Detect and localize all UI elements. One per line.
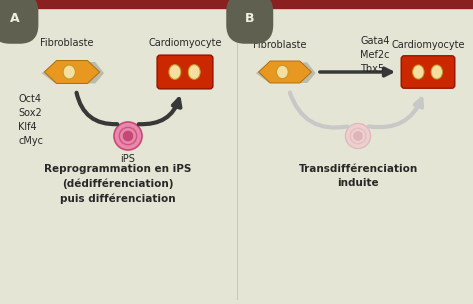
- Text: iPS: iPS: [121, 154, 135, 164]
- Ellipse shape: [412, 65, 424, 79]
- Text: Fibroblaste: Fibroblaste: [40, 38, 94, 48]
- FancyBboxPatch shape: [157, 55, 213, 89]
- Ellipse shape: [277, 65, 288, 79]
- Text: A: A: [10, 12, 19, 25]
- Text: B: B: [245, 12, 254, 25]
- Circle shape: [345, 123, 371, 149]
- Text: Oct4
Sox2
Klf4
cMyc: Oct4 Sox2 Klf4 cMyc: [18, 94, 43, 146]
- Text: Reprogrammation en iPS
(dédifférenciation)
puis différenciation: Reprogrammation en iPS (dédifférenciatio…: [44, 164, 192, 203]
- Ellipse shape: [188, 65, 200, 79]
- Text: Cardiomyocyte: Cardiomyocyte: [391, 40, 465, 50]
- Circle shape: [123, 131, 133, 141]
- Text: Transdifférenciation
induite: Transdifférenciation induite: [298, 164, 418, 188]
- Bar: [0, 0, 473, 8]
- Ellipse shape: [431, 65, 443, 79]
- Polygon shape: [256, 62, 315, 83]
- Text: Fibroblaste: Fibroblaste: [253, 40, 307, 50]
- Polygon shape: [44, 60, 100, 84]
- Ellipse shape: [63, 65, 75, 79]
- Text: Cardiomyocyte: Cardiomyocyte: [148, 38, 222, 48]
- Text: Gata4
Mef2c
Tbx5: Gata4 Mef2c Tbx5: [360, 36, 389, 74]
- Circle shape: [354, 132, 362, 140]
- Circle shape: [114, 122, 142, 150]
- Ellipse shape: [169, 65, 181, 79]
- Polygon shape: [42, 62, 104, 84]
- FancyBboxPatch shape: [401, 56, 455, 88]
- Polygon shape: [259, 61, 311, 83]
